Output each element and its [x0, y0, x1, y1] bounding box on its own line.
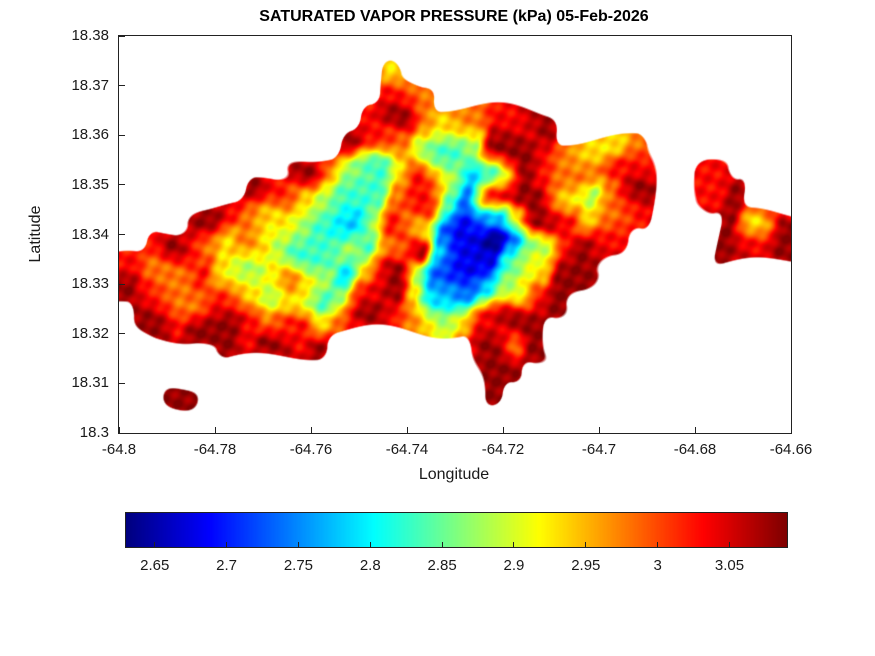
colorbar-tick-mark: [154, 542, 156, 547]
chart-title: SATURATED VAPOR PRESSURE (kPa) 05-Feb-20…: [259, 8, 649, 25]
x-tick-mark: [118, 427, 120, 433]
colorbar-tick-label: 3.05: [714, 557, 745, 574]
heatmap-canvas: [119, 36, 791, 433]
y-tick-label: 18.38: [71, 27, 109, 44]
x-tick-label: -64.68: [673, 441, 717, 458]
y-tick-label: 18.3: [79, 424, 109, 441]
y-tick-label: 18.32: [71, 324, 109, 342]
x-tick-label: -64.7: [581, 441, 617, 458]
y-tick-label: 18.31: [71, 374, 109, 392]
x-tick-mark: [598, 427, 600, 433]
x-axis-label: Longitude: [418, 466, 490, 483]
y-tick-mark: [119, 85, 125, 87]
colorbar-tick-mark: [585, 542, 587, 547]
colorbar-tick-mark: [226, 542, 228, 547]
y-tick-label: 18.35: [71, 175, 109, 193]
y-tick-label: 18.34: [71, 225, 109, 243]
y-tick-mark: [119, 382, 125, 384]
x-tick-label: -64.74: [385, 441, 429, 458]
colorbar-tick-mark: [441, 542, 443, 547]
x-tick-label: -64.72: [481, 441, 525, 458]
y-tick-mark: [119, 432, 125, 434]
x-tick-mark: [214, 427, 216, 433]
colorbar-tick-label: 3: [653, 557, 662, 574]
colorbar-tick-label: 2.85: [427, 557, 457, 574]
y-tick-mark: [119, 134, 125, 136]
colorbar-tick-label: 2.8: [359, 557, 381, 574]
y-tick-label: 18.36: [71, 126, 109, 144]
colorbar-tick-label: 2.9: [503, 557, 525, 574]
x-tick-label: -64.76: [289, 441, 333, 458]
x-tick-mark: [310, 427, 312, 433]
colorbar-tick-label: 2.7: [216, 557, 237, 574]
colorbar-tick-mark: [729, 542, 731, 547]
y-tick-mark: [119, 333, 125, 335]
x-tick-mark: [694, 427, 696, 433]
y-tick-mark: [119, 184, 125, 186]
y-axis-label: Latitude: [27, 205, 44, 263]
colorbar-tick-mark: [513, 542, 515, 547]
colorbar-tick-mark: [657, 542, 659, 547]
colorbar-canvas: [126, 513, 787, 547]
colorbar-tick-mark: [297, 542, 299, 547]
x-tick-mark: [406, 427, 408, 433]
y-tick-mark: [119, 35, 125, 37]
colorbar-tick-label: 2.95: [571, 557, 601, 574]
plot-area: [118, 35, 792, 434]
y-tick-label: 18.33: [71, 275, 109, 293]
colorbar-tick-label: 2.75: [283, 557, 314, 574]
x-tick-mark: [502, 427, 504, 433]
y-tick-label: 18.37: [71, 76, 109, 94]
colorbar-tick-mark: [369, 542, 371, 547]
y-tick-mark: [119, 234, 125, 235]
x-tick-mark: [790, 427, 792, 433]
x-tick-label: -64.66: [769, 441, 813, 458]
y-tick-mark: [119, 283, 125, 285]
x-tick-label: -64.78: [193, 441, 237, 458]
colorbar-tick-label: 2.65: [140, 557, 170, 574]
colorbar: [125, 512, 788, 548]
x-tick-label: -64.8: [101, 441, 137, 458]
